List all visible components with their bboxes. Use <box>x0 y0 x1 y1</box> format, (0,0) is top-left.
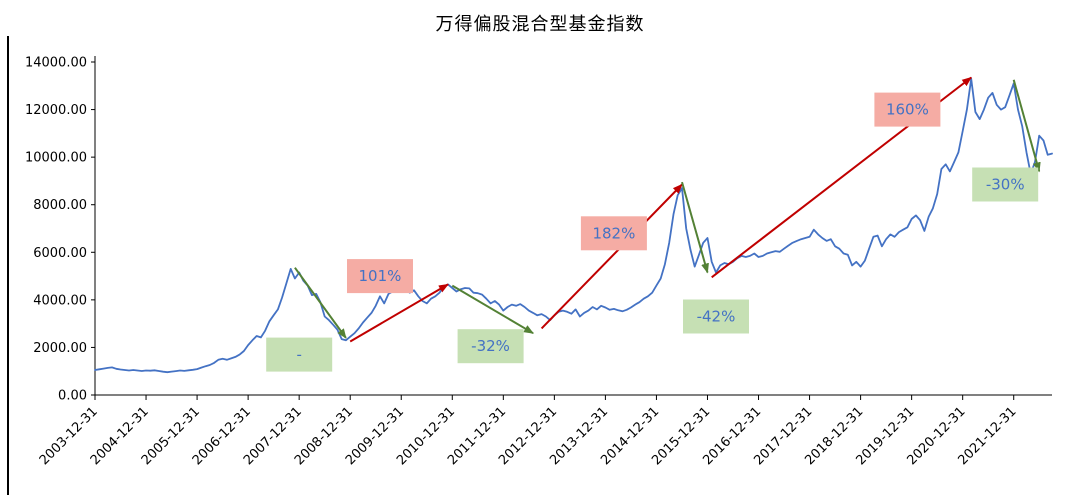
chart-title: 万得偏股混合型基金指数 <box>435 14 645 35</box>
x-axis: 2003-12-312004-12-312005-12-312006-12-31… <box>37 395 1020 468</box>
gain-label-box: 182% <box>580 216 647 251</box>
annotation-label: -32% <box>471 337 510 355</box>
drawdown-arrow <box>294 267 347 339</box>
left-border-line <box>7 36 9 495</box>
drawdown-label-box: -30% <box>972 167 1039 202</box>
index-line <box>94 77 1053 374</box>
drawdown-label-box: -32% <box>457 329 524 364</box>
y-axis-tick-label: 8000.00 <box>33 198 87 213</box>
annotation-boxes: - 101% -32% 182% -42% 160% -30% <box>266 92 1039 372</box>
y-axis: 0.00 2000.00 4000.00 6000.00 8000.00 10000.00… <box>25 56 95 404</box>
annotation-box-rect <box>580 216 647 251</box>
annotation-box-rect <box>972 167 1039 202</box>
drawdown-arrow <box>451 284 534 335</box>
annotation-box-rect <box>874 92 941 127</box>
y-axis-tick-label: 6000.00 <box>33 246 87 261</box>
drawdown-arrow <box>1012 79 1041 173</box>
y-axis-tick-label: 4000.00 <box>33 293 87 308</box>
annotation-label: 101% <box>359 267 402 285</box>
gain-arrow <box>349 283 449 343</box>
y-axis-tick-label: 10000.00 <box>25 151 87 166</box>
drawdown-arrow <box>681 181 709 274</box>
annotation-label: -30% <box>986 175 1025 193</box>
gain-label-box: 101% <box>347 259 413 294</box>
annotation-label: 160% <box>886 101 929 119</box>
annotation-label: - <box>296 346 301 364</box>
annotation-box-rect <box>347 259 413 294</box>
axes <box>94 56 1052 396</box>
drawdown-label-box: -42% <box>683 299 749 334</box>
annotation-box-rect <box>457 329 524 364</box>
drawdown-label-box: - <box>266 337 333 372</box>
y-axis-tick-label: 2000.00 <box>33 341 87 356</box>
gain-arrow <box>540 183 683 330</box>
gain-label-box: 160% <box>874 92 941 127</box>
annotation-label: -42% <box>697 308 736 326</box>
annotation-label: 182% <box>592 224 635 242</box>
annotation-box-rect <box>266 337 333 372</box>
y-axis-tick-label: 0.00 <box>58 389 87 404</box>
y-axis-tick-label: 12000.00 <box>25 103 87 118</box>
annotation-box-rect <box>683 299 749 334</box>
y-axis-tick-label: 14000.00 <box>25 56 87 71</box>
